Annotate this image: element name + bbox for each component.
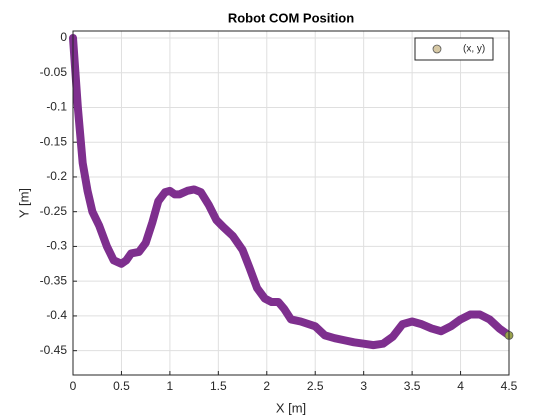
x-tick-label: 3 [360, 379, 367, 393]
y-tick-label: -0.1 [46, 100, 67, 114]
y-tick-label: -0.35 [40, 273, 68, 287]
x-tick-label: 1 [167, 379, 174, 393]
x-tick-label: 2 [263, 379, 270, 393]
y-tick-label: -0.05 [40, 65, 68, 79]
x-tick-label: 1.5 [210, 379, 227, 393]
x-tick-label: 3.5 [404, 379, 421, 393]
x-tick-label: 0 [70, 379, 77, 393]
axes-box [72, 30, 510, 376]
y-tick-label: 0 [60, 30, 67, 44]
x-tick-label: 4 [457, 379, 464, 393]
data-line [69, 33, 513, 350]
legend-box [414, 37, 494, 61]
chart-title: Robot COM Position [228, 10, 354, 25]
y-tick-label: -0.15 [40, 134, 68, 148]
y-tick-label: -0.3 [46, 239, 67, 253]
y-tick-label: -0.45 [40, 343, 68, 357]
y-tick-label: -0.4 [46, 308, 67, 322]
y-axis-label: Y [m] [16, 188, 31, 218]
y-tick-label: -0.25 [40, 204, 68, 218]
legend-label: (x, y) [463, 44, 485, 55]
legend-marker [432, 44, 442, 54]
x-axis-label: X [m] [276, 400, 306, 415]
x-tick-label: 4.5 [501, 379, 518, 393]
y-tick-label: -0.2 [46, 169, 67, 183]
x-tick-label: 2.5 [307, 379, 324, 393]
x-tick-label: 0.5 [113, 379, 130, 393]
